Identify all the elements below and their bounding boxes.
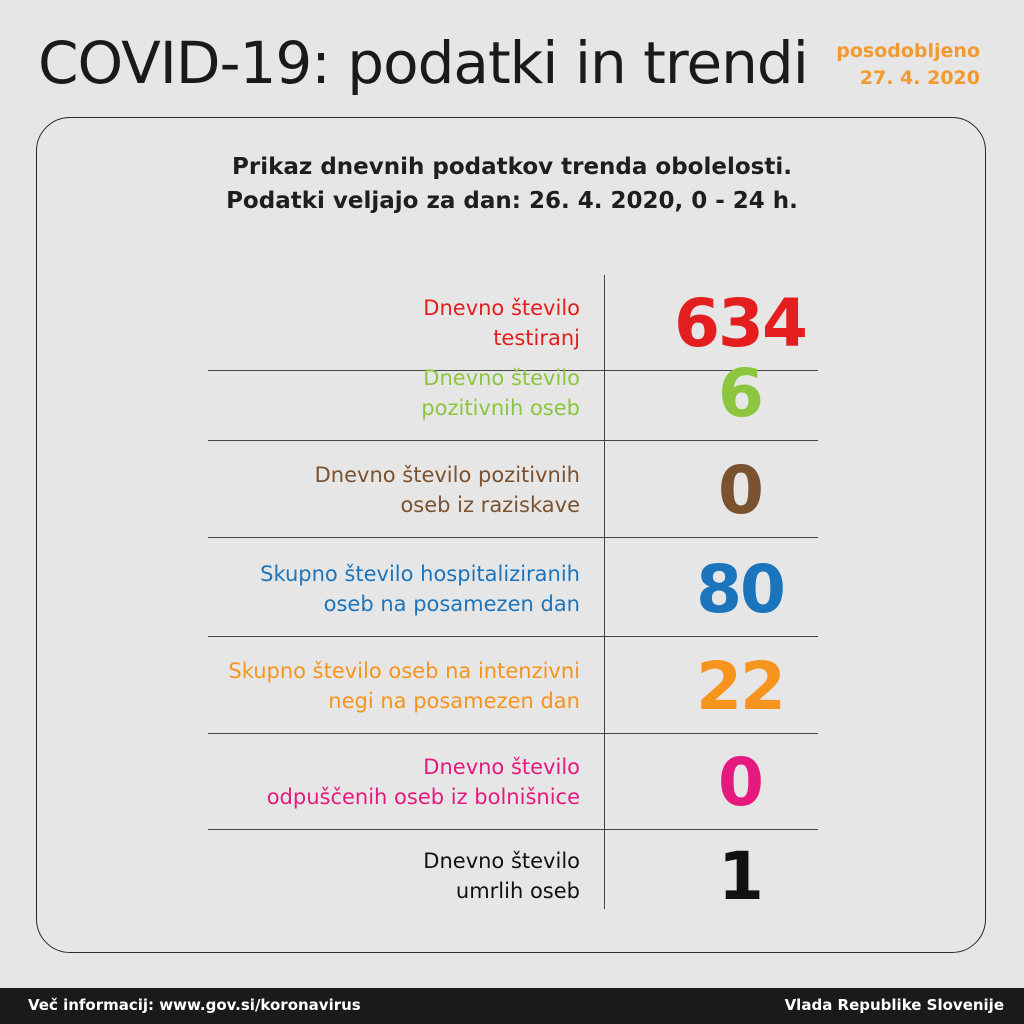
stat-row-discharged: Dnevno število odpuščenih oseb iz bolniš… — [208, 734, 818, 830]
stat-label-line-1: Dnevno število — [423, 366, 580, 390]
stat-label-line-1: Skupno število oseb na intenzivni — [228, 659, 580, 683]
stat-value: 0 — [718, 743, 764, 821]
stat-label-line-1: Dnevno število — [423, 755, 580, 779]
stat-label: Dnevno število pozitivnih oseb — [421, 345, 580, 441]
stat-label: Dnevno število pozitivnih oseb iz razisk… — [315, 442, 580, 538]
stat-value: 80 — [696, 550, 786, 628]
stat-row-positive: Dnevno število pozitivnih oseb 6 — [208, 345, 818, 441]
stat-label-line-2: oseb na posamezen dan — [323, 592, 580, 616]
page-title: COVID-19: podatki in trendi — [38, 29, 809, 97]
stat-label-line-2: odpuščenih oseb iz bolnišnice — [266, 785, 580, 809]
updated-label: posodobljeno — [836, 40, 980, 62]
card-subtitle: Prikaz dnevnih podatkov trenda obolelost… — [0, 150, 1024, 218]
stat-value: 22 — [696, 647, 786, 725]
row-divider — [208, 537, 818, 538]
stat-label-line-1: Dnevno število pozitivnih — [314, 463, 580, 487]
stat-value: 6 — [718, 354, 764, 432]
row-divider — [208, 370, 818, 371]
stat-label-line-2: negi na posamezen dan — [328, 689, 580, 713]
stat-row-tests: Dnevno število testiranj 634 — [208, 275, 818, 371]
stat-label-line-1: Dnevno število — [423, 849, 580, 873]
stat-value: 1 — [718, 837, 764, 915]
stat-label-line-2: umrlih oseb — [455, 879, 580, 903]
table-vertical-divider — [604, 275, 605, 909]
footer-government-name: Vlada Republike Slovenije — [784, 996, 1004, 1014]
stat-label-line-2: oseb iz raziskave — [400, 493, 580, 517]
stat-label-line-2: testiranj — [493, 326, 580, 350]
stat-label-line-1: Skupno število hospitaliziranih — [260, 562, 580, 586]
stat-row-hospitalized: Skupno število hospitaliziranih oseb na … — [208, 541, 818, 637]
stat-value: 634 — [674, 284, 808, 362]
updated-date: posodobljeno 27. 4. 2020 — [836, 38, 980, 92]
row-divider — [208, 440, 818, 441]
subtitle-line-1: Prikaz dnevnih podatkov trenda obolelost… — [232, 154, 792, 180]
subtitle-line-2: Podatki veljajo za dan: 26. 4. 2020, 0 -… — [226, 188, 798, 214]
footer-bar: Več informacij: www.gov.si/koronavirus V… — [0, 988, 1024, 1024]
stat-value: 0 — [718, 451, 764, 529]
stat-label: Dnevno število testiranj — [423, 275, 580, 371]
stat-label: Dnevno število umrlih oseb — [423, 828, 580, 924]
stat-label-line-1: Dnevno število — [423, 296, 580, 320]
stat-label: Skupno število oseb na intenzivni negi n… — [228, 638, 580, 734]
stat-row-intensive-care: Skupno število oseb na intenzivni negi n… — [208, 638, 818, 734]
row-divider — [208, 733, 818, 734]
stat-row-deaths: Dnevno število umrlih oseb 1 — [208, 828, 818, 924]
footer-more-info-link[interactable]: Več informacij: www.gov.si/koronavirus — [28, 996, 361, 1014]
stat-label-line-2: pozitivnih oseb — [421, 396, 580, 420]
updated-value: 27. 4. 2020 — [859, 67, 980, 89]
row-divider — [208, 829, 818, 830]
stats-card — [36, 117, 986, 953]
row-divider — [208, 636, 818, 637]
stat-row-research: Dnevno število pozitivnih oseb iz razisk… — [208, 442, 818, 538]
stat-label: Skupno število hospitaliziranih oseb na … — [260, 541, 580, 637]
stat-label: Dnevno število odpuščenih oseb iz bolniš… — [267, 734, 580, 830]
